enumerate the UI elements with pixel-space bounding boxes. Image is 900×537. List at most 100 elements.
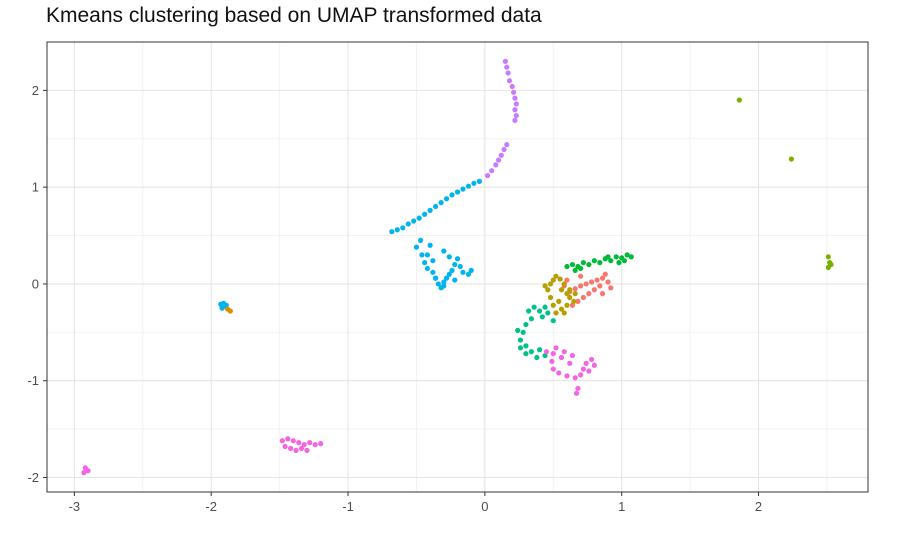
- data-point: [572, 375, 578, 381]
- data-point: [531, 304, 537, 310]
- data-point: [81, 470, 87, 476]
- data-point: [572, 291, 578, 297]
- data-point: [597, 283, 603, 289]
- data-point: [400, 225, 406, 231]
- data-point: [550, 277, 556, 283]
- cluster-series: [736, 97, 834, 271]
- x-tick-label: -1: [342, 499, 354, 514]
- data-point: [591, 287, 597, 293]
- data-point: [465, 183, 472, 189]
- data-points: [81, 58, 834, 476]
- data-point: [452, 261, 458, 268]
- data-point: [457, 263, 463, 270]
- chart-title: Kmeans clustering based on UMAP transfor…: [46, 4, 542, 27]
- cluster-series: [225, 306, 233, 314]
- data-point: [556, 370, 562, 376]
- data-point: [547, 294, 554, 301]
- data-point: [736, 97, 742, 103]
- cluster-series: [542, 273, 578, 316]
- data-point: [422, 211, 428, 217]
- data-point: [424, 252, 430, 258]
- data-point: [564, 291, 570, 297]
- data-point: [511, 89, 517, 95]
- x-tick-label: 1: [618, 499, 625, 514]
- data-point: [553, 273, 559, 279]
- data-point: [586, 261, 592, 268]
- data-point: [523, 343, 529, 349]
- data-point: [561, 349, 567, 355]
- data-point: [446, 271, 452, 277]
- data-point: [443, 275, 450, 281]
- data-point: [460, 186, 466, 192]
- data-point: [561, 281, 567, 287]
- data-point: [556, 298, 562, 304]
- data-point: [454, 189, 461, 195]
- data-point: [227, 308, 233, 314]
- data-point: [452, 277, 458, 283]
- data-point: [489, 168, 495, 174]
- grid-lines: [47, 42, 868, 492]
- cluster-series: [218, 178, 482, 311]
- data-point: [318, 441, 324, 447]
- data-point: [506, 78, 513, 84]
- data-point: [605, 254, 611, 260]
- data-point: [557, 276, 563, 282]
- data-point: [788, 156, 794, 162]
- data-point: [591, 362, 597, 368]
- data-point: [389, 229, 395, 235]
- data-point: [502, 58, 508, 64]
- data-point: [512, 117, 518, 123]
- data-point: [588, 279, 595, 285]
- data-point: [293, 447, 299, 453]
- data-point: [537, 347, 543, 353]
- data-point: [613, 254, 619, 260]
- data-point: [578, 273, 584, 279]
- x-tick-label: 0: [481, 499, 488, 514]
- data-point: [624, 252, 630, 258]
- data-point: [287, 445, 294, 452]
- data-point: [424, 265, 430, 272]
- data-point: [282, 443, 288, 450]
- data-point: [825, 254, 831, 260]
- data-point: [301, 441, 307, 448]
- data-point: [307, 440, 313, 446]
- data-point: [298, 445, 305, 452]
- cluster-series: [81, 345, 597, 476]
- data-point: [550, 366, 556, 372]
- data-point: [558, 287, 565, 293]
- data-point: [591, 258, 597, 264]
- data-point: [558, 354, 565, 361]
- data-point: [528, 316, 534, 322]
- data-point: [433, 203, 439, 210]
- data-point: [443, 196, 450, 202]
- y-tick-label: -2: [27, 470, 39, 485]
- data-point: [520, 329, 526, 335]
- y-tick-label: 0: [32, 276, 39, 291]
- data-point: [545, 310, 551, 316]
- y-tick-label: 2: [32, 83, 39, 98]
- data-point: [621, 258, 628, 264]
- data-point: [498, 152, 504, 158]
- data-point: [572, 267, 578, 273]
- data-point: [599, 275, 606, 281]
- data-point: [296, 440, 302, 446]
- data-point: [575, 385, 581, 392]
- data-point: [564, 373, 570, 379]
- x-tick-label: -2: [205, 499, 217, 514]
- data-point: [523, 321, 529, 328]
- data-point: [465, 271, 472, 277]
- data-point: [515, 327, 521, 333]
- data-point: [628, 254, 634, 260]
- data-point: [413, 244, 420, 250]
- data-point: [608, 258, 614, 264]
- data-point: [523, 351, 529, 357]
- data-point: [588, 356, 595, 363]
- data-point: [564, 302, 570, 308]
- plot-border: [46, 41, 869, 493]
- data-point: [454, 256, 461, 262]
- data-point: [605, 279, 611, 285]
- data-point: [417, 237, 424, 243]
- data-point: [441, 283, 447, 289]
- data-point: [419, 252, 425, 258]
- data-point: [573, 390, 580, 396]
